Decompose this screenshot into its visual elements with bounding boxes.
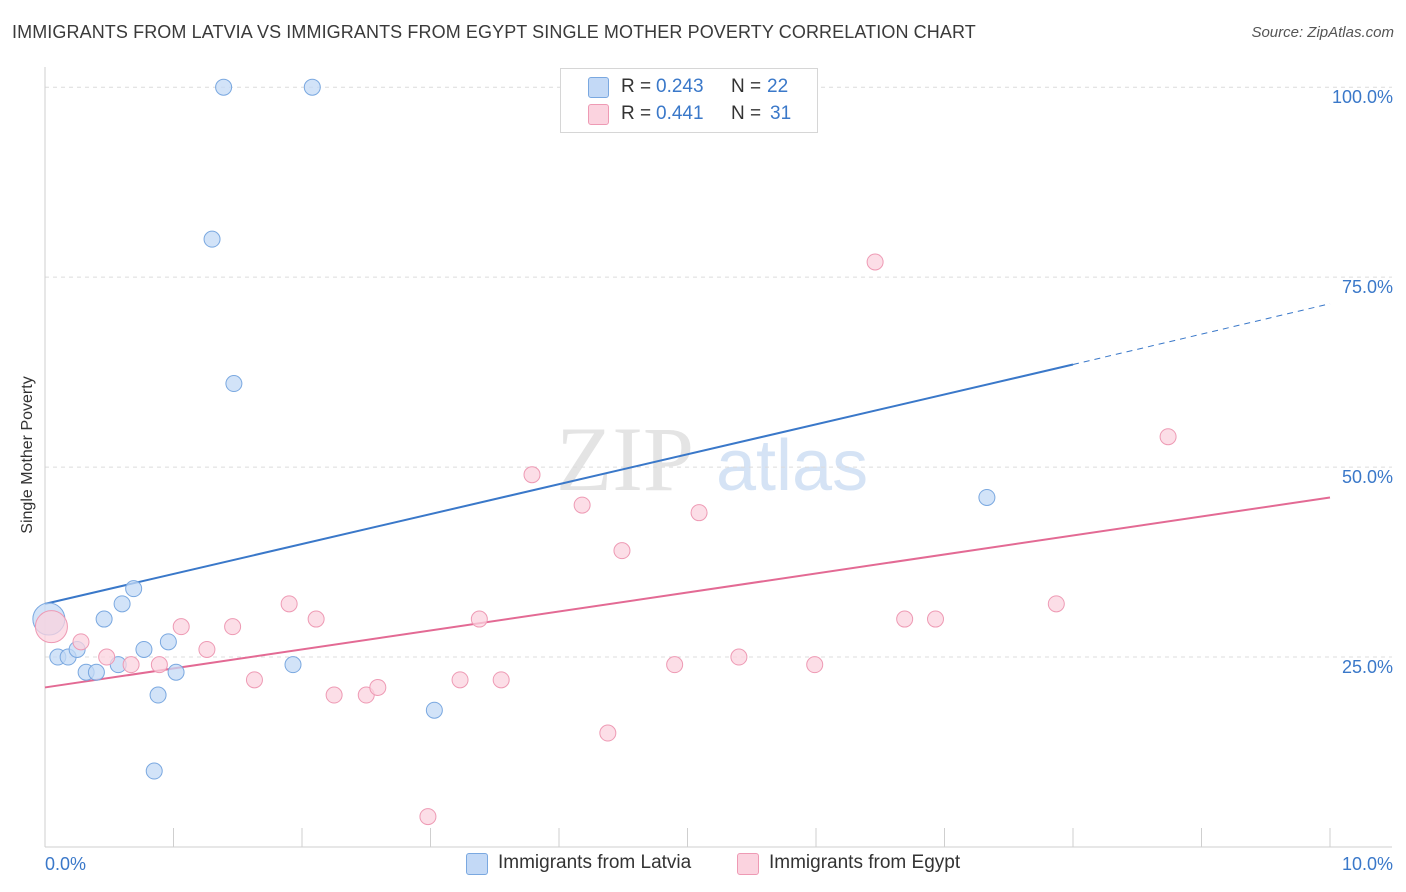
watermark-zip: ZIP <box>556 408 694 510</box>
egypt-point <box>896 610 914 628</box>
egypt-point <box>150 656 168 674</box>
trend-extension-latvia <box>1072 303 1331 366</box>
bottom-legend-swatch-egypt <box>737 853 759 875</box>
x-tick-label: 0.0% <box>45 854 86 874</box>
x-tick-label: 10.0% <box>1342 854 1393 874</box>
bottom-legend-label-egypt: Immigrants from Egypt <box>769 852 961 873</box>
gridlines <box>45 86 1392 658</box>
egypt-point <box>122 656 140 674</box>
egypt-point <box>325 686 343 704</box>
egypt-point <box>806 656 824 674</box>
chart-title: IMMIGRANTS FROM LATVIA VS IMMIGRANTS FRO… <box>12 22 976 42</box>
latvia-point <box>203 230 221 248</box>
egypt-point <box>98 648 116 666</box>
bottom-legend-label-latvia: Immigrants from Latvia <box>498 852 692 873</box>
legend-r-label: R = <box>621 103 652 124</box>
trend-line-latvia <box>44 363 1074 605</box>
legend-n-label: N = <box>731 103 762 124</box>
legend-r-label: R = <box>621 76 652 97</box>
latvia-point <box>145 762 163 780</box>
legend-swatch-egypt <box>588 104 609 125</box>
egypt-point <box>280 595 298 613</box>
egypt-point <box>690 504 708 522</box>
data-points <box>32 78 1177 826</box>
trend-line-egypt <box>44 496 1331 689</box>
egypt-point <box>613 542 631 560</box>
latvia-point <box>125 580 143 598</box>
latvia-point <box>978 488 996 506</box>
legend-row-egypt: R = 0.441 N = 31 <box>561 101 817 127</box>
egypt-point <box>927 610 945 628</box>
egypt-point <box>866 253 884 271</box>
legend-swatch-latvia <box>588 77 609 98</box>
egypt-point <box>72 633 90 651</box>
egypt-point <box>245 671 263 689</box>
egypt-point <box>1159 428 1177 446</box>
egypt-point <box>172 618 190 636</box>
latvia-point <box>159 633 177 651</box>
egypt-point <box>34 610 68 644</box>
latvia-point <box>284 656 302 674</box>
axes <box>44 67 1392 848</box>
legend-n-value: 31 <box>770 103 792 124</box>
legend-row-latvia: R = 0.243 N = 22 <box>561 74 817 100</box>
egypt-point <box>369 678 387 696</box>
egypt-point <box>470 610 488 628</box>
y-tick-label: 50.0% <box>1342 467 1393 487</box>
egypt-point <box>198 640 216 658</box>
egypt-point <box>730 648 748 666</box>
y-tick-label: 75.0% <box>1342 277 1393 297</box>
egypt-point <box>1047 595 1065 613</box>
egypt-point <box>666 656 684 674</box>
egypt-point <box>573 496 591 514</box>
latvia-point <box>149 686 167 704</box>
legend-n-value: 22 <box>767 76 789 97</box>
egypt-point <box>451 671 469 689</box>
egypt-point <box>224 618 242 636</box>
egypt-point <box>307 610 325 628</box>
watermark-atlas: atlas <box>716 426 868 506</box>
egypt-point <box>523 466 541 484</box>
watermark: ZIP atlas <box>556 408 868 510</box>
y-axis-label: Single Mother Poverty <box>19 376 36 534</box>
correlation-legend: R = 0.243 N = 22 R = 0.441 N = 31 <box>560 68 818 133</box>
latvia-point <box>87 663 105 681</box>
latvia-point <box>425 701 443 719</box>
bottom-legend-swatch-latvia <box>466 853 488 875</box>
egypt-point <box>492 671 510 689</box>
latvia-point <box>167 663 185 681</box>
egypt-point <box>419 808 437 826</box>
latvia-point <box>113 595 131 613</box>
egypt-point <box>599 724 617 742</box>
legend-n-label: N = <box>731 76 762 97</box>
tick-labels: 25.0% 50.0% 75.0% 100.0% 0.0% 10.0% <box>45 87 1393 874</box>
legend-r-value: 0.441 <box>656 103 704 124</box>
source-label: Source: ZipAtlas.com <box>1251 24 1394 41</box>
y-tick-label: 100.0% <box>1332 87 1393 107</box>
latvia-point <box>303 78 321 96</box>
latvia-point <box>225 375 243 393</box>
latvia-point <box>215 78 233 96</box>
y-tick-label: 25.0% <box>1342 657 1393 677</box>
trend-lines <box>44 303 1331 689</box>
latvia-point <box>95 610 113 628</box>
legend-r-value: 0.243 <box>656 76 704 97</box>
latvia-point <box>135 640 153 658</box>
